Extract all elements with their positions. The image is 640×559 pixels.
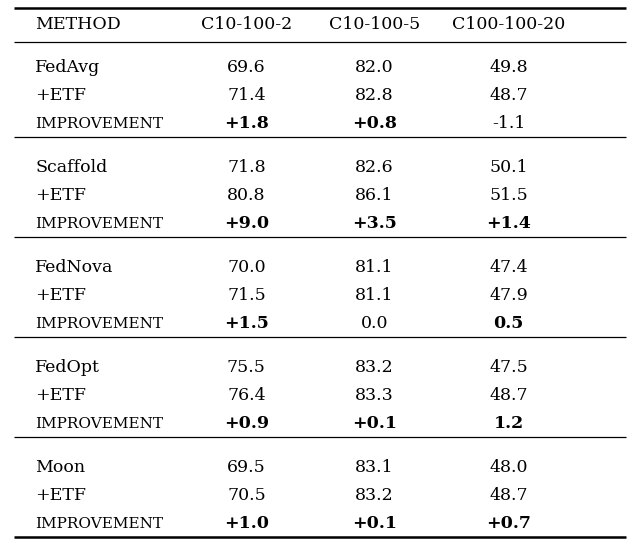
Text: 47.9: 47.9	[490, 287, 528, 305]
Text: 81.1: 81.1	[355, 259, 394, 277]
Text: 70.5: 70.5	[227, 487, 266, 505]
Text: Moon: Moon	[35, 459, 85, 476]
Text: 83.1: 83.1	[355, 459, 394, 476]
Text: 50.1: 50.1	[490, 159, 528, 177]
Text: FedOpt: FedOpt	[35, 359, 100, 377]
Text: IMPROVEMENT: IMPROVEMENT	[35, 417, 163, 431]
Text: 83.2: 83.2	[355, 487, 394, 505]
Text: 71.8: 71.8	[227, 159, 266, 177]
Text: 70.0: 70.0	[227, 259, 266, 277]
Text: 82.0: 82.0	[355, 59, 394, 77]
Text: 49.8: 49.8	[490, 59, 528, 77]
Text: 82.8: 82.8	[355, 88, 394, 105]
Text: +ETF: +ETF	[35, 387, 86, 405]
Text: IMPROVEMENT: IMPROVEMENT	[35, 217, 163, 231]
Text: +1.4: +1.4	[486, 216, 531, 233]
Text: IMPROVEMENT: IMPROVEMENT	[35, 317, 163, 331]
Text: METHOD: METHOD	[35, 16, 121, 33]
Text: 0.5: 0.5	[493, 315, 524, 333]
Text: +1.8: +1.8	[224, 116, 269, 132]
Text: IMPROVEMENT: IMPROVEMENT	[35, 517, 163, 531]
Text: C100-100-20: C100-100-20	[452, 16, 565, 33]
Text: C10-100-2: C10-100-2	[201, 16, 292, 33]
Text: +1.0: +1.0	[224, 515, 269, 533]
Text: Scaffold: Scaffold	[35, 159, 108, 177]
Text: +3.5: +3.5	[352, 216, 397, 233]
Text: 48.0: 48.0	[490, 459, 528, 476]
Text: IMPROVEMENT: IMPROVEMENT	[35, 117, 163, 131]
Text: FedNova: FedNova	[35, 259, 113, 277]
Text: 83.3: 83.3	[355, 387, 394, 405]
Text: 80.8: 80.8	[227, 187, 266, 205]
Text: +ETF: +ETF	[35, 487, 86, 505]
Text: 83.2: 83.2	[355, 359, 394, 377]
Text: 71.5: 71.5	[227, 287, 266, 305]
Text: 48.7: 48.7	[490, 88, 528, 105]
Text: 86.1: 86.1	[355, 187, 394, 205]
Text: +0.8: +0.8	[352, 116, 397, 132]
Text: +0.1: +0.1	[352, 415, 397, 433]
Text: 69.6: 69.6	[227, 59, 266, 77]
Text: 82.6: 82.6	[355, 159, 394, 177]
Text: 0.0: 0.0	[361, 315, 388, 333]
Text: 71.4: 71.4	[227, 88, 266, 105]
Text: C10-100-5: C10-100-5	[329, 16, 420, 33]
Text: 47.5: 47.5	[490, 359, 528, 377]
Text: -1.1: -1.1	[492, 116, 525, 132]
Text: 81.1: 81.1	[355, 287, 394, 305]
Text: +1.5: +1.5	[224, 315, 269, 333]
Text: 48.7: 48.7	[490, 487, 528, 505]
Text: +9.0: +9.0	[224, 216, 269, 233]
Text: 75.5: 75.5	[227, 359, 266, 377]
Text: 69.5: 69.5	[227, 459, 266, 476]
Text: 47.4: 47.4	[490, 259, 528, 277]
Text: +0.7: +0.7	[486, 515, 531, 533]
Text: +0.9: +0.9	[224, 415, 269, 433]
Text: FedAvg: FedAvg	[35, 59, 100, 77]
Text: +ETF: +ETF	[35, 88, 86, 105]
Text: 51.5: 51.5	[490, 187, 528, 205]
Text: 1.2: 1.2	[493, 415, 524, 433]
Text: +ETF: +ETF	[35, 287, 86, 305]
Text: 76.4: 76.4	[227, 387, 266, 405]
Text: +ETF: +ETF	[35, 187, 86, 205]
Text: +0.1: +0.1	[352, 515, 397, 533]
Text: 48.7: 48.7	[490, 387, 528, 405]
